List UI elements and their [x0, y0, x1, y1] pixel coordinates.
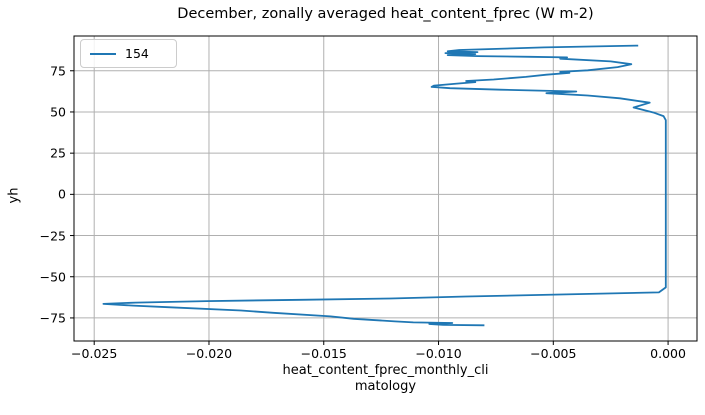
y-tick-label: −25	[39, 228, 66, 244]
y-tick-label: 25	[50, 145, 66, 161]
y-tick-label: −50	[39, 269, 66, 285]
legend: 154	[80, 39, 177, 68]
axes-spines	[73, 35, 698, 342]
x-tick-label: −0.005	[530, 346, 577, 361]
x-tick-label: −0.010	[415, 346, 462, 361]
data-line	[102, 44, 667, 327]
y-tick-label: −75	[39, 310, 66, 326]
x-axis-label: heat_content_fprec_monthly_cli matology	[74, 363, 697, 395]
x-axis-label-line2: matology	[354, 379, 417, 394]
y-tick-label: 50	[50, 104, 66, 120]
y-axis-label: yh	[6, 187, 22, 204]
y-tick-label: 75	[50, 63, 66, 79]
x-tick-label: 0.000	[650, 346, 686, 361]
x-tick-label: −0.015	[300, 346, 347, 361]
y-tick-label: 0	[58, 186, 66, 202]
legend-line-sample	[90, 52, 116, 55]
x-tick-label: −0.025	[71, 346, 118, 361]
legend-series-label: 154	[125, 46, 149, 61]
x-tick-label: −0.020	[185, 346, 233, 361]
x-axis-label-line1: heat_content_fprec_monthly_cli	[282, 363, 489, 378]
chart-title: December, zonally averaged heat_content_…	[177, 6, 594, 22]
